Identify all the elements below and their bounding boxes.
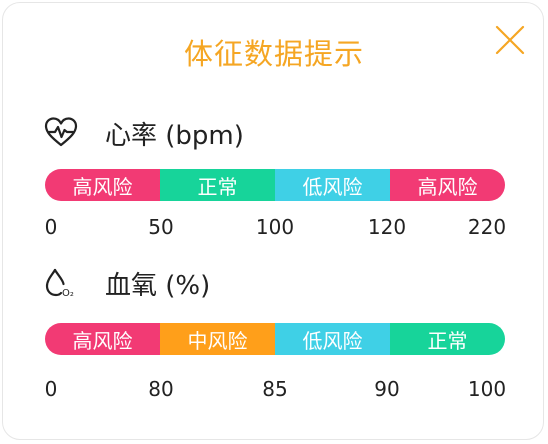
vital-signs-dialog: 体征数据提示 心率 (bpm) 高风险 正常 低风险 高风险 0 50 100 … — [2, 2, 544, 440]
blood-oxygen-ticks: 0 80 85 90 100 — [3, 377, 545, 403]
tick-label: 100 — [467, 377, 507, 401]
blood-oxygen-risk-bar: 高风险 中风险 低风险 正常 — [45, 323, 505, 355]
tick-label: 80 — [148, 377, 174, 401]
blood-oxygen-segment: 高风险 — [45, 323, 160, 355]
oxygen-drop-icon: O₂ — [43, 265, 79, 301]
heart-rate-segment: 高风险 — [390, 169, 505, 201]
heart-rate-ticks: 0 50 100 120 220 — [3, 215, 545, 241]
dialog-title: 体征数据提示 — [183, 37, 364, 71]
tick-label: 120 — [367, 215, 407, 239]
heart-rate-segment: 低风险 — [275, 169, 390, 201]
tick-label: 220 — [467, 215, 507, 239]
tick-label: 0 — [44, 215, 58, 239]
heart-rate-segment: 高风险 — [45, 169, 160, 201]
blood-oxygen-segment: 中风险 — [160, 323, 275, 355]
heart-rate-segment: 正常 — [160, 169, 275, 201]
blood-oxygen-segment: 正常 — [390, 323, 505, 355]
close-icon[interactable] — [491, 21, 529, 59]
svg-text:O₂: O₂ — [62, 288, 74, 299]
tick-label: 50 — [148, 215, 174, 239]
tick-label: 85 — [262, 377, 288, 401]
tick-label: 0 — [44, 377, 58, 401]
heart-pulse-icon — [43, 115, 79, 151]
blood-oxygen-segment: 低风险 — [275, 323, 390, 355]
heart-rate-label: 心率 (bpm) — [105, 121, 244, 151]
tick-label: 100 — [255, 215, 295, 239]
tick-label: 90 — [374, 377, 400, 401]
heart-rate-risk-bar: 高风险 正常 低风险 高风险 — [45, 169, 505, 201]
blood-oxygen-label: 血氧 (%) — [105, 271, 211, 301]
